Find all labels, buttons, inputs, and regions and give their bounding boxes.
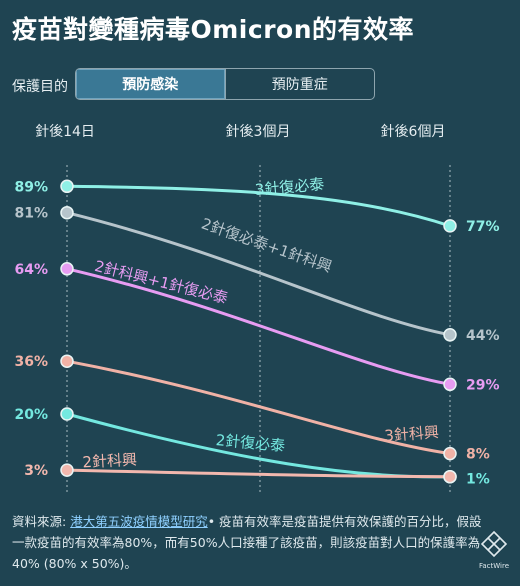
series-label-3: 3針科興 <box>384 423 440 445</box>
page-title: 疫苗對變種病毒Omicron的有效率 <box>12 15 414 44</box>
series-line-5 <box>66 468 451 479</box>
value-label-left-5: 3% <box>24 463 48 479</box>
data-point-3-2 <box>443 446 457 461</box>
source-link[interactable]: 港大第五波疫情模型研究 <box>70 514 208 529</box>
factwire-logo: FactWire <box>479 530 509 570</box>
data-point-4-0 <box>60 407 74 421</box>
protection-goal-toggle[interactable]: 預防感染 預防重症 <box>75 68 375 100</box>
series-label-5: 2針科興 <box>82 451 137 472</box>
value-label-left-3: 36% <box>14 354 48 370</box>
data-point-5-0 <box>60 463 74 477</box>
logo-text: FactWire <box>479 562 509 570</box>
series-line-2 <box>66 267 451 386</box>
data-point-1-0 <box>60 205 74 220</box>
data-point-2-0 <box>60 262 74 276</box>
source-explanation: • 疫苗有效率是疫苗提供有效保護的百分比，假設一款疫苗的有效率為80%，而有50… <box>12 514 482 571</box>
data-point-2-2 <box>443 377 457 392</box>
value-label-left-4: 20% <box>14 407 48 423</box>
value-label-right-1: 44% <box>466 328 500 344</box>
efficacy-line-chart: 針後14日 針後3個月 針後6個月 89% 77% 3針復必泰 81% 44% 2針復必泰+1… <box>14 124 500 495</box>
series-label-1: 2針復必泰+1針科興 <box>199 215 334 277</box>
series-label-4: 2針復必泰 <box>215 431 286 455</box>
series-label-0: 3針復必泰 <box>254 175 325 199</box>
tab-prevent-infection[interactable]: 預防感染 <box>76 69 225 99</box>
tab-prevent-severe[interactable]: 預防重症 <box>224 69 375 99</box>
x-tick-label-1: 針後3個月 <box>226 124 291 140</box>
source-prefix: 資料來源: <box>12 514 71 529</box>
value-label-left-1: 81% <box>14 206 48 222</box>
value-label-right-2: 29% <box>466 377 500 393</box>
value-label-right-0: 77% <box>466 219 500 235</box>
data-point-0-0 <box>60 179 74 194</box>
source-note: 資料來源: 港大第五波疫情模型研究• 疫苗有效率是疫苗提供有效保護的百分比，假設… <box>12 511 482 574</box>
protection-goal-label: 保護目的 <box>12 79 68 95</box>
data-point-0-2 <box>443 219 457 233</box>
value-label-right-3: 8% <box>466 447 490 463</box>
value-label-left-0: 89% <box>14 179 48 195</box>
x-tick-label-2: 針後6個月 <box>381 124 446 140</box>
value-label-left-2: 64% <box>14 262 48 278</box>
x-tick-label-0: 針後14日 <box>35 124 95 140</box>
series-label-2: 2針科興+1針復必泰 <box>93 257 230 308</box>
series-line-3 <box>66 359 451 456</box>
value-label-right-4: 1% <box>466 472 490 488</box>
data-point-1-2 <box>443 328 457 342</box>
data-point-3-0 <box>60 354 74 368</box>
series-line-0 <box>66 184 451 228</box>
data-point-5-2 <box>443 469 457 484</box>
series-line-1 <box>66 211 451 337</box>
